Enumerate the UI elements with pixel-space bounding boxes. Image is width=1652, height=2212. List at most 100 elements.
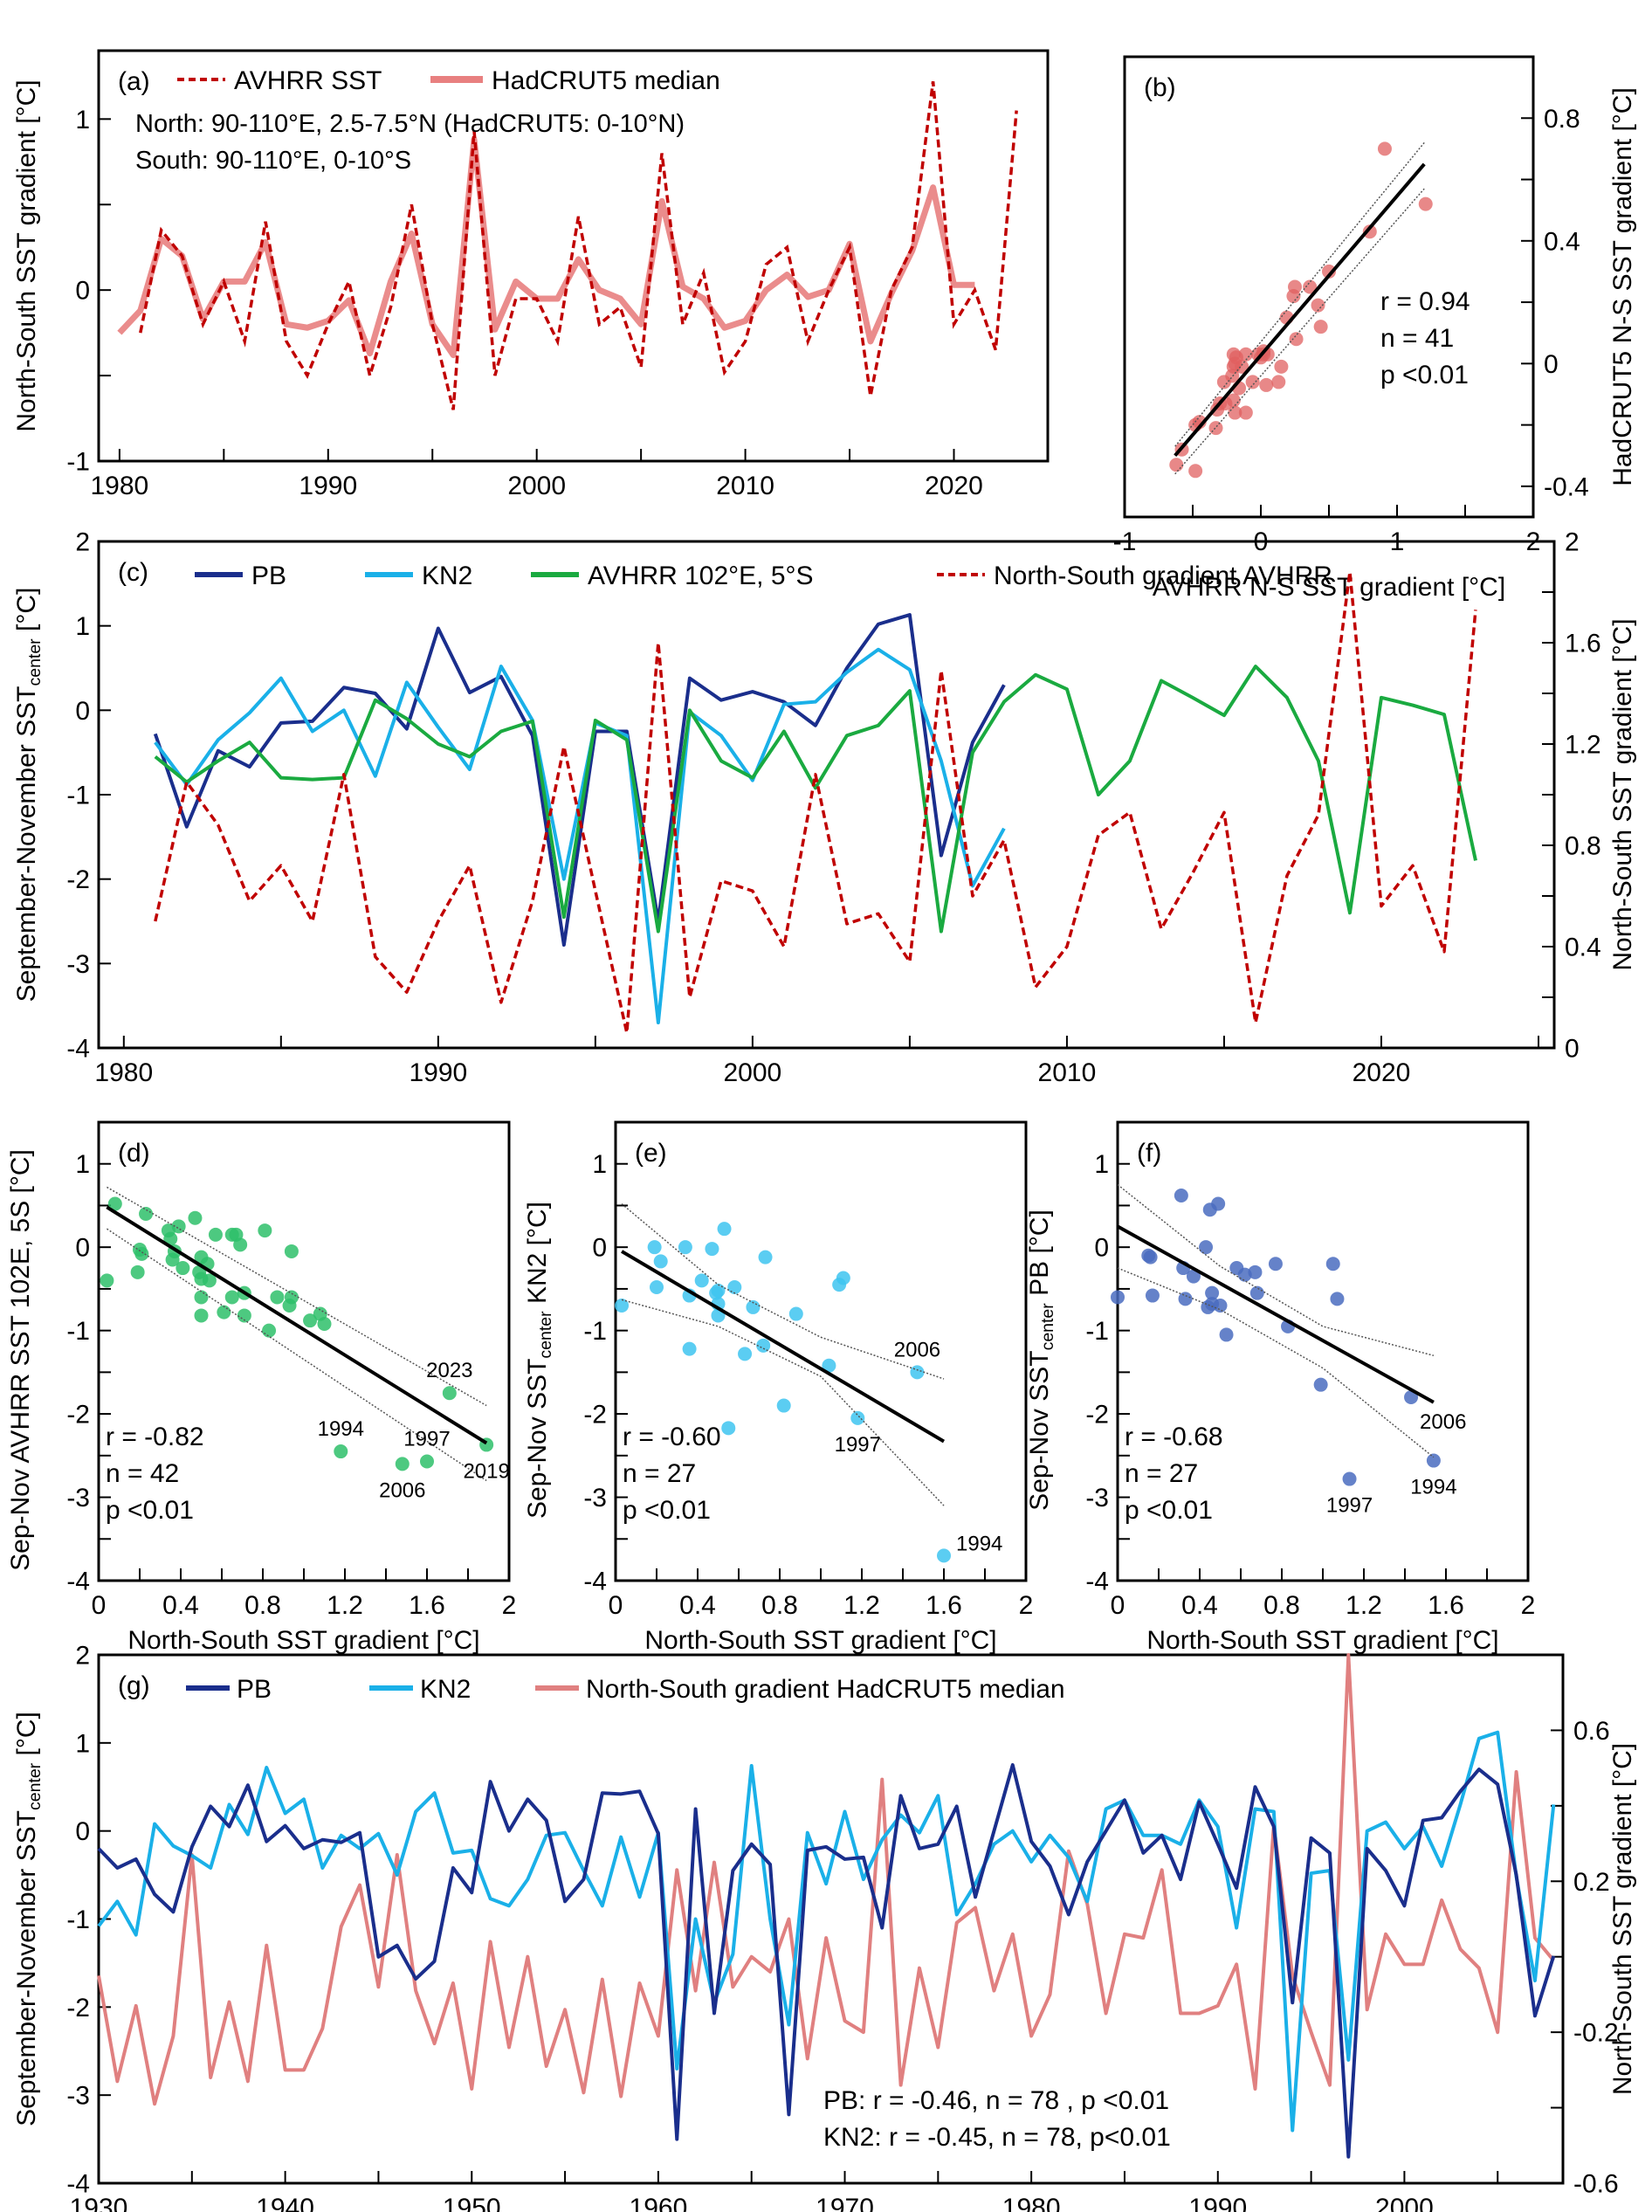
legend-label: PB: [251, 562, 286, 590]
scatter-point: [1313, 320, 1328, 334]
x-tick-label: 1970: [816, 2194, 874, 2212]
scatter-point: [756, 1338, 771, 1353]
scatter-point: [705, 1242, 719, 1257]
y-tick-label: 1: [75, 612, 90, 641]
y-axis-label: HadCRUT5 N-S SST gradient [°C]: [1608, 87, 1637, 486]
regression-line: [1174, 162, 1426, 458]
scatter-point: [188, 1210, 203, 1225]
y-tick-label: 0: [75, 277, 90, 306]
scatter-point: [1143, 1250, 1158, 1264]
series-line-avhrr-102-e-5-s: [154, 665, 1477, 934]
scatter-point: [1268, 1257, 1283, 1271]
scatter-point: [202, 1273, 217, 1288]
x-tick-label: 1.6: [409, 1591, 445, 1620]
x-tick-label: 1980: [91, 472, 149, 500]
scatter-point: [1325, 1257, 1340, 1271]
y-tick-label: -3: [583, 1484, 607, 1513]
scatter-point: [233, 1237, 248, 1252]
y2-tick-label: 0.2: [1573, 1868, 1610, 1897]
scatter-point: [615, 1299, 630, 1313]
scatter-point: [1186, 1269, 1201, 1284]
region-annotation: South: 90-110°E, 0-10°S: [135, 147, 411, 175]
y-tick-label: 1: [592, 1150, 607, 1179]
series-line-pb: [153, 613, 1006, 948]
x-tick-label: 2000: [507, 472, 566, 500]
y-tick-label: 1: [75, 1150, 90, 1179]
scatter-point: [395, 1457, 410, 1471]
y-tick-label: 1: [75, 1729, 90, 1758]
scatter-point: [1418, 196, 1433, 211]
scatter-point: [303, 1313, 318, 1328]
panel-e: 0 0.4 0.8 1.2 1.6 2 -4 -3 -2 -1 0 1 (e) 2006 1997 1994 r…: [523, 1120, 1033, 1655]
scatter-point: [334, 1444, 348, 1459]
series-line-kn2: [154, 647, 1006, 1024]
y2-tick-label: 0.6: [1573, 1717, 1610, 1746]
scatter-point: [1426, 1453, 1441, 1468]
scatter-point: [711, 1283, 726, 1298]
axis-label-part: KN2 [°C]: [523, 1202, 552, 1311]
y2-tick-label: 0.4: [1565, 934, 1601, 962]
scatter-point: [1288, 279, 1302, 294]
y-tick-label: -1: [66, 782, 90, 810]
scatter-point: [1245, 375, 1260, 389]
y-axis-label: Sep-Nov SSTcenter KN2 [°C]: [523, 1202, 555, 1519]
y2-axis-label: North-South SST gradient [°C]: [1608, 1743, 1637, 2095]
stat-text: n = 27: [1125, 1459, 1198, 1488]
confidence-lower: [106, 1228, 487, 1482]
scatter-point: [1362, 224, 1377, 239]
panel-label: (a): [118, 67, 150, 96]
x-tick-label: 0: [609, 1591, 623, 1620]
panel-d: 0 0.4 0.8 1.2 1.6 2 -4 -3 -2 -1 0 1 (d) 2023 1994 1997 2…: [6, 1120, 516, 1655]
y2-tick-label: 0: [1565, 1035, 1580, 1064]
series-line-kn2: [97, 1730, 1556, 2133]
scatter-point: [262, 1323, 277, 1338]
scatter-point: [776, 1398, 791, 1413]
x-tick-label: 0.4: [1181, 1591, 1218, 1620]
scatter-point: [258, 1223, 272, 1238]
y-tick-label: 2: [75, 1642, 90, 1671]
legend-label: AVHRR 102°E, 5°S: [588, 562, 814, 590]
x-tick-label: 1980: [1002, 2194, 1061, 2212]
regression-line: [621, 1250, 946, 1444]
x-tick-label: 1980: [94, 1058, 153, 1087]
scatter-point: [284, 1244, 299, 1258]
y-tick-label: 1: [75, 106, 90, 134]
x-tick-label: 2: [1521, 1591, 1536, 1620]
x-tick-label: 2020: [1353, 1058, 1411, 1087]
series-line-north-south-gradient-avhrr: [154, 570, 1477, 1035]
scatter-point: [1169, 458, 1184, 472]
scatter-point: [822, 1358, 836, 1373]
scatter-point: [738, 1347, 753, 1361]
axis-label-part: Sep-Nov SST: [523, 1359, 552, 1519]
y-tick-label: -1: [66, 1317, 90, 1346]
year-label: 2006: [894, 1338, 940, 1361]
scatter-point: [1174, 1189, 1188, 1202]
scatter-point: [727, 1280, 742, 1294]
stat-text: p <0.01: [1125, 1496, 1213, 1525]
scatter-point: [647, 1240, 662, 1255]
scatter-point: [1322, 264, 1336, 279]
year-label: 2023: [426, 1359, 472, 1382]
year-label: 1994: [956, 1532, 1002, 1555]
panel-label: (e): [635, 1139, 667, 1168]
y-tick-label: 0: [75, 1234, 90, 1263]
stat-text: KN2: r = -0.45, n = 78, p<0.01: [823, 2123, 1171, 2152]
scatter-point: [1211, 1196, 1226, 1211]
x-tick-label: 2010: [716, 472, 774, 500]
scatter-point: [420, 1454, 434, 1469]
scatter-point: [237, 1308, 251, 1323]
scatter-point: [270, 1290, 285, 1305]
y2-tick-label: -0.2: [1573, 2019, 1619, 2048]
scatter-point: [194, 1290, 209, 1305]
series-line-north-south-gradient-hadcrut5-median: [97, 1653, 1555, 2106]
legend-label-avhrr: AVHRR SST: [234, 66, 382, 95]
region-annotation: North: 90-110°E, 2.5-7.5°N (HadCRUT5: 0-…: [135, 110, 685, 138]
scatter-point: [1199, 1240, 1214, 1255]
legend-label: KN2: [422, 562, 472, 590]
x-tick-label: 1940: [256, 2194, 314, 2212]
confidence-lower: [1174, 188, 1425, 475]
scatter-point: [694, 1273, 709, 1288]
y2-tick-label: -0.6: [1573, 2170, 1619, 2199]
stat-text: r = 0.94: [1380, 287, 1470, 316]
